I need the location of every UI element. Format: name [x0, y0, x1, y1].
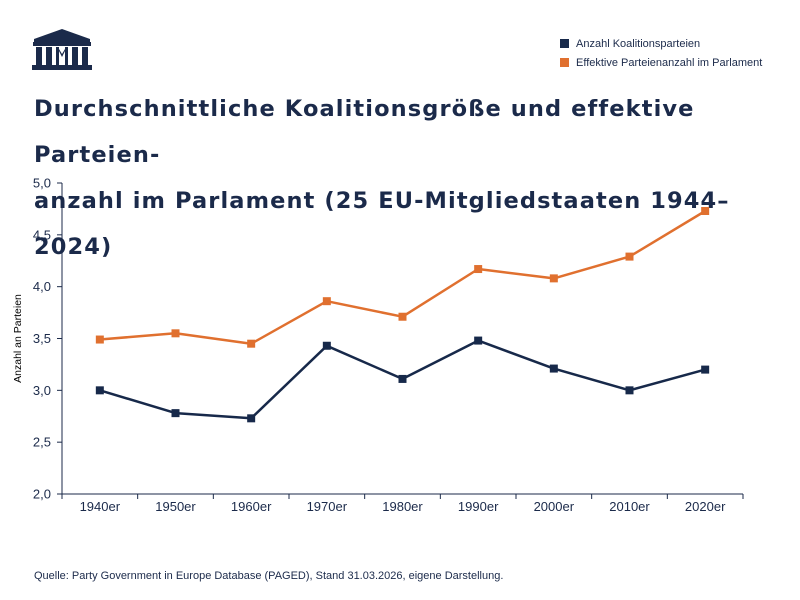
y-tick-label: 3,0: [33, 383, 51, 398]
data-point-effektive-parteienanzahl: [247, 339, 256, 348]
chart-title-line-1: Durchschnittliche Koalitionsgröße und ef…: [34, 96, 695, 168]
data-point-koalitionsparteien: [171, 409, 180, 418]
series-line-effektive-parteienanzahl: [99, 209, 706, 345]
data-point-koalitionsparteien: [95, 386, 104, 395]
data-point-effektive-parteienanzahl: [95, 335, 104, 344]
y-tick-label: 2,0: [33, 487, 51, 502]
y-axis-label: Anzahl an Parteien: [12, 294, 24, 383]
x-tick-label: 2000er: [534, 499, 575, 514]
data-point-effektive-parteienanzahl: [171, 329, 180, 338]
legend-label-koalitionsparteien: Anzahl Koalitionsparteien: [576, 37, 701, 50]
x-tick-label: 1980er: [382, 499, 423, 514]
data-point-koalitionsparteien: [474, 336, 483, 345]
data-point-koalitionsparteien: [701, 365, 710, 374]
chart-title-line-2: anzahl im Parlament (25 EU-Mitgliedstaat…: [34, 188, 730, 260]
x-tick-label: 1960er: [231, 499, 272, 514]
data-point-effektive-parteienanzahl: [322, 297, 331, 306]
y-tick-label: 4,5: [33, 227, 51, 242]
x-tick-label: 1970er: [307, 499, 348, 514]
source-note: Quelle: Party Government in Europe Datab…: [34, 570, 504, 582]
data-point-koalitionsparteien: [625, 386, 634, 395]
y-tick-label: 2,5: [33, 435, 51, 450]
legend-item-effektive-parteienanzahl: Effektive Parteienanzahl im Parlament: [560, 53, 762, 72]
legend-label-effektive-parteienanzahl: Effektive Parteienanzahl im Parlament: [576, 56, 763, 69]
data-point-koalitionsparteien: [549, 364, 558, 373]
legend-item-koalitionsparteien: Anzahl Koalitionsparteien: [560, 34, 762, 53]
data-point-koalitionsparteien: [322, 341, 331, 350]
data-point-effektive-parteienanzahl: [474, 265, 483, 274]
y-tick-label: 3,5: [33, 331, 51, 346]
classical-building-icon: [32, 29, 92, 70]
y-tick-label: 4,0: [33, 279, 51, 294]
data-point-koalitionsparteien: [247, 414, 256, 423]
x-tick-label: 2020er: [685, 499, 726, 514]
y-tick-label: 5,0: [33, 176, 51, 191]
chart-title: Durchschnittliche Koalitionsgröße und ef…: [34, 86, 774, 270]
x-tick-label: 1990er: [458, 499, 499, 514]
data-point-effektive-parteienanzahl: [549, 274, 558, 283]
x-tick-label: 1940er: [80, 499, 121, 514]
chart-legend: Anzahl Koalitionsparteien Effektive Part…: [560, 34, 762, 72]
data-point-effektive-parteienanzahl: [701, 206, 710, 215]
x-tick-label: 1950er: [155, 499, 196, 514]
x-tick-label: 2010er: [609, 499, 650, 514]
legend-swatch-effektive-parteienanzahl: [560, 58, 569, 67]
legend-swatch-koalitionsparteien: [560, 39, 569, 48]
data-point-koalitionsparteien: [398, 374, 407, 383]
data-point-effektive-parteienanzahl: [625, 252, 634, 261]
data-point-effektive-parteienanzahl: [398, 312, 407, 321]
